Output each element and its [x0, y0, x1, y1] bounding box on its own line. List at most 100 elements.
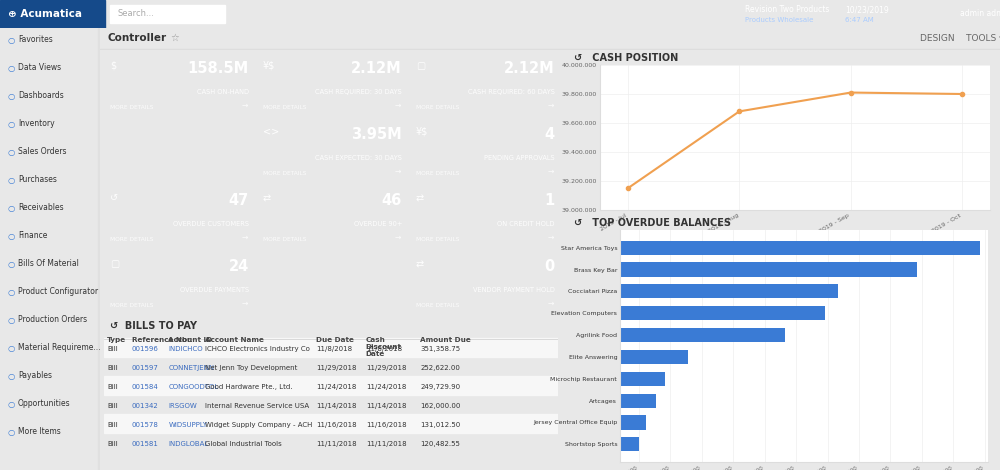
Text: 001597: 001597	[132, 365, 159, 371]
Bar	[513, 241, 980, 255]
Text: Bill: Bill	[107, 384, 118, 390]
Text: Amount Due: Amount Due	[420, 337, 471, 343]
Text: Opportunities: Opportunities	[18, 400, 71, 408]
Text: ICHCO Electronics Industry Co: ICHCO Electronics Industry Co	[205, 346, 309, 352]
Text: 131,012.50: 131,012.50	[420, 422, 461, 428]
Text: MORE DETAILS: MORE DETAILS	[416, 237, 460, 242]
Text: WIDSUPPLY: WIDSUPPLY	[168, 422, 207, 428]
Text: ¥$: ¥$	[263, 61, 275, 71]
Text: Widget Supply Company - ACH: Widget Supply Company - ACH	[205, 422, 312, 428]
Text: Favorites: Favorites	[18, 36, 53, 45]
Text: 001581: 001581	[132, 441, 159, 447]
Text: ○: ○	[8, 315, 15, 324]
Text: Due Date: Due Date	[316, 337, 354, 343]
Bar	[513, 328, 785, 342]
Text: →: →	[395, 233, 401, 242]
Text: ▢: ▢	[416, 61, 425, 71]
Text: Internal Revenue Service USA: Internal Revenue Service USA	[205, 403, 309, 409]
Text: ○: ○	[8, 148, 15, 157]
Bar	[513, 284, 838, 298]
Bar	[104, 376, 558, 395]
Text: ○: ○	[8, 119, 15, 128]
Text: MORE DETAILS: MORE DETAILS	[110, 303, 154, 308]
Text: Account Name: Account Name	[205, 337, 263, 343]
Text: Production Orders: Production Orders	[18, 315, 87, 324]
Text: MORE DETAILS: MORE DETAILS	[263, 171, 306, 176]
Text: Inventory: Inventory	[18, 119, 55, 128]
Text: 11/29/2018: 11/29/2018	[366, 365, 406, 371]
Bar	[104, 414, 558, 433]
Text: ○: ○	[8, 288, 15, 297]
Text: CONNETJENN: CONNETJENN	[168, 365, 214, 371]
Text: ○: ○	[8, 92, 15, 101]
Text: OVERDUE CUSTOMERS: OVERDUE CUSTOMERS	[173, 221, 249, 227]
Text: IRSGOW: IRSGOW	[168, 403, 197, 409]
Text: 001596: 001596	[132, 346, 159, 352]
Text: INDICHCO: INDICHCO	[168, 346, 203, 352]
Text: MORE DETAILS: MORE DETAILS	[263, 237, 306, 242]
Text: Global Industrial Tools: Global Industrial Tools	[205, 441, 281, 447]
Text: 11/29/2018: 11/29/2018	[316, 365, 356, 371]
Text: CASH REQUIRED: 60 DAYS: CASH REQUIRED: 60 DAYS	[468, 89, 555, 95]
Text: Payables: Payables	[18, 371, 52, 381]
Text: MORE DETAILS: MORE DETAILS	[263, 105, 306, 110]
Text: →: →	[548, 299, 554, 308]
Text: ○: ○	[8, 36, 15, 45]
Text: 158.5M: 158.5M	[188, 61, 249, 76]
Text: 11/14/2018: 11/14/2018	[316, 403, 356, 409]
Text: 2.12M: 2.12M	[351, 61, 402, 76]
Text: →: →	[395, 167, 401, 176]
Text: OVERDUE 90+: OVERDUE 90+	[354, 221, 402, 227]
Text: 351,358.75: 351,358.75	[420, 346, 460, 352]
Text: ¥$: ¥$	[416, 127, 428, 137]
Text: CASH ON-HAND: CASH ON-HAND	[197, 89, 249, 95]
Text: ○: ○	[8, 400, 15, 408]
Text: CASH REQUIRED: 30 DAYS: CASH REQUIRED: 30 DAYS	[315, 89, 402, 95]
Text: PENDING APPROVALS: PENDING APPROVALS	[484, 155, 555, 161]
Text: 11/8/2018: 11/8/2018	[316, 346, 352, 352]
Text: Bill: Bill	[107, 365, 118, 371]
Text: MORE DETAILS: MORE DETAILS	[416, 303, 460, 308]
Text: Data Views: Data Views	[18, 63, 61, 72]
Text: →: →	[242, 233, 248, 242]
Text: ↺   CASH POSITION: ↺ CASH POSITION	[574, 53, 678, 63]
Text: Bills Of Material: Bills Of Material	[18, 259, 79, 268]
Text: 252,622.00: 252,622.00	[420, 365, 460, 371]
Text: 001584: 001584	[132, 384, 159, 390]
Text: Sales Orders: Sales Orders	[18, 148, 66, 157]
Text: Purchases: Purchases	[18, 175, 57, 185]
Text: Bill: Bill	[107, 441, 118, 447]
Text: Reference Nbr.: Reference Nbr.	[132, 337, 192, 343]
Text: Account ID: Account ID	[168, 337, 212, 343]
Text: MORE DETAILS: MORE DETAILS	[416, 105, 460, 110]
Text: MORE DETAILS: MORE DETAILS	[110, 237, 154, 242]
Text: Receivables: Receivables	[18, 204, 64, 212]
Text: ↺: ↺	[110, 193, 118, 203]
Text: 001578: 001578	[132, 422, 159, 428]
Text: →: →	[395, 101, 401, 110]
Bar	[0, 0, 105, 28]
Bar	[100, 49, 1000, 50]
Text: admin admin: admin admin	[960, 9, 1000, 18]
Text: →: →	[548, 167, 554, 176]
Text: DESIGN    TOOLS ▾: DESIGN TOOLS ▾	[920, 33, 1000, 42]
Text: ⇄: ⇄	[416, 259, 424, 269]
Text: 120,482.55: 120,482.55	[420, 441, 460, 447]
Text: 11/11/2018: 11/11/2018	[366, 441, 406, 447]
Text: 249,729.90: 249,729.90	[420, 384, 460, 390]
Bar	[104, 338, 558, 357]
Text: →: →	[242, 299, 248, 308]
Text: 11/14/2018: 11/14/2018	[366, 403, 406, 409]
Bar	[513, 350, 688, 364]
Text: Type: Type	[107, 337, 126, 343]
Text: 11/16/2018: 11/16/2018	[316, 422, 356, 428]
Text: Bill: Bill	[107, 403, 118, 409]
Text: ○: ○	[8, 232, 15, 241]
Text: 0: 0	[545, 259, 555, 274]
Text: More Items: More Items	[18, 428, 61, 437]
Bar	[513, 393, 656, 408]
Text: CASH EXPECTED: 30 DAYS: CASH EXPECTED: 30 DAYS	[315, 155, 402, 161]
Text: 1: 1	[545, 193, 555, 208]
Text: ○: ○	[8, 204, 15, 212]
Text: ○: ○	[8, 428, 15, 437]
